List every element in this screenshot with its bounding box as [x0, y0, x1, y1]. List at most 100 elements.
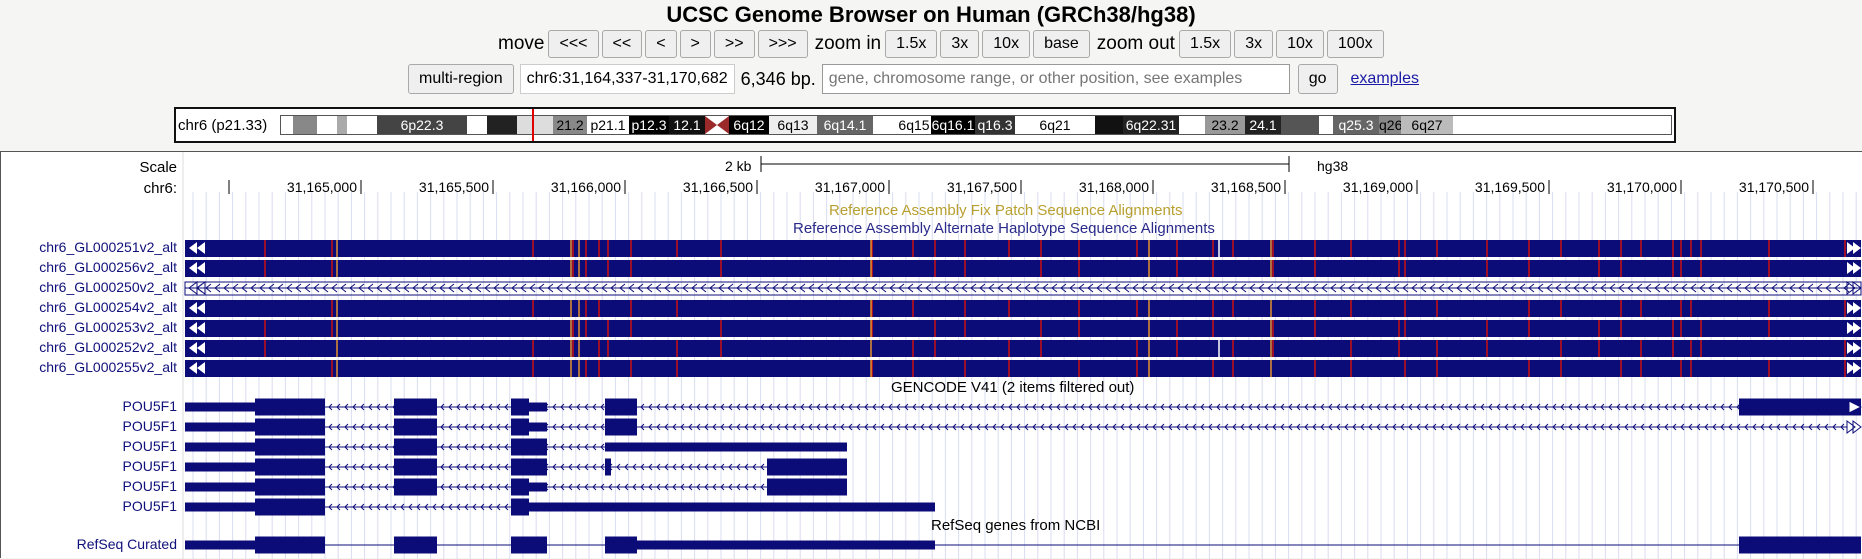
chromosome-ideogram[interactable]: chr6 (p21.33) 6p22.3 21.2 p21.1 p12.3 12.1 6q… — [174, 107, 1676, 143]
strand-arrow — [664, 423, 669, 431]
zoom-in-1-5x-button[interactable]: 1.5x — [885, 30, 938, 58]
move-step-right-button[interactable]: > — [679, 30, 711, 58]
chromosome-band[interactable] — [1179, 116, 1205, 134]
strand-arrow — [1592, 423, 1597, 431]
strand-arrow — [376, 283, 383, 293]
ruler-tick-label: 31,170,500 — [1738, 179, 1809, 195]
gencode-transcript-label[interactable]: POU5F1 — [122, 458, 177, 474]
chromosome-band[interactable]: 6p22.3 — [377, 116, 467, 134]
chromosome-band[interactable]: q16.3 — [975, 116, 1015, 134]
strand-arrow — [1368, 423, 1373, 431]
strand-arrow — [1504, 423, 1509, 431]
chromosome-band[interactable]: 6q22.31 — [1123, 116, 1179, 134]
chromosome-band[interactable]: 6q27 — [1401, 116, 1453, 134]
move-far-left-button[interactable]: <<< — [548, 30, 599, 58]
zoom-out-3x-button[interactable]: 3x — [1234, 30, 1274, 58]
gencode-transcript-label[interactable]: POU5F1 — [122, 498, 177, 514]
alt-track-label[interactable]: chr6_GL000256v2_alt — [39, 259, 177, 275]
strand-arrow — [896, 423, 901, 431]
strand-arrow — [472, 503, 477, 511]
chromosome-band[interactable] — [1319, 116, 1333, 134]
alt-track-label[interactable]: chr6_GL000251v2_alt — [39, 239, 177, 255]
chromosome-band[interactable] — [517, 116, 553, 134]
zoom-in-3x-button[interactable]: 3x — [940, 30, 980, 58]
chromosome-band[interactable] — [487, 116, 517, 134]
strand-arrow — [1240, 283, 1247, 293]
chromosome-band[interactable]: 24.1 — [1245, 116, 1281, 134]
strand-arrow — [1708, 283, 1715, 293]
track-panel[interactable]: Scale chr6: 2 kb hg38 31,165,000 31,165,5… — [0, 151, 1862, 559]
examples-link[interactable]: examples — [1350, 70, 1420, 87]
chromosome-band[interactable] — [317, 116, 337, 134]
strand-arrow — [259, 283, 266, 293]
strand-arrow — [1699, 283, 1706, 293]
chromosome-band[interactable] — [1281, 116, 1319, 134]
chromosome-band[interactable]: 6q13 — [769, 116, 817, 134]
zoom-in-base-button[interactable]: base — [1033, 30, 1090, 58]
move-left-button[interactable]: << — [601, 30, 643, 58]
strand-arrow — [1204, 283, 1211, 293]
strand-arrow — [1752, 423, 1757, 431]
strand-arrow — [1496, 403, 1501, 411]
gencode-transcript-label[interactable]: POU5F1 — [122, 418, 177, 434]
chromosome-band[interactable] — [337, 116, 347, 134]
strand-arrow — [1192, 403, 1197, 411]
strand-arrow — [568, 403, 573, 411]
chromosome-band[interactable]: 6q12 — [729, 116, 769, 134]
chromosome-band[interactable]: 21.2 — [553, 116, 587, 134]
alt-track-label[interactable]: chr6_GL000252v2_alt — [39, 339, 177, 355]
chromosome-band[interactable]: q26 — [1379, 116, 1401, 134]
gencode-transcript-label[interactable]: POU5F1 — [122, 398, 177, 414]
chromosome-band[interactable]: 6q16.1 — [931, 116, 975, 134]
strand-arrow — [360, 443, 365, 451]
zoom-in-10x-button[interactable]: 10x — [982, 30, 1031, 58]
strand-arrow — [472, 483, 477, 491]
go-button[interactable]: go — [1297, 64, 1338, 94]
strand-arrow — [943, 283, 950, 293]
strand-arrow — [1592, 403, 1597, 411]
search-input[interactable] — [821, 64, 1290, 94]
chromosome-band[interactable]: 6q14.1 — [817, 116, 873, 134]
strand-arrow — [792, 423, 797, 431]
chromosome-band[interactable] — [1095, 116, 1123, 134]
strand-arrow — [1480, 423, 1485, 431]
strand-arrow — [688, 483, 693, 491]
alt-track-label[interactable]: chr6_GL000250v2_alt — [39, 279, 177, 295]
gencode-transcript-label[interactable]: POU5F1 — [122, 438, 177, 454]
move-step-left-button[interactable]: < — [645, 30, 677, 58]
alt-track-label[interactable]: chr6_GL000254v2_alt — [39, 299, 177, 315]
ruler-tick-label: 31,165,500 — [418, 179, 489, 195]
chromosome-band[interactable]: 6q21 — [1015, 116, 1095, 134]
zoom-out-10x-button[interactable]: 10x — [1276, 30, 1324, 58]
zoom-out-100x-button[interactable]: 100x — [1326, 30, 1384, 58]
chromosome-band[interactable]: 12.1 — [669, 116, 705, 134]
ruler-tick-label: 31,166,000 — [550, 179, 621, 195]
chromosome-band[interactable]: p12.3 — [629, 116, 669, 134]
strand-arrow — [1645, 283, 1652, 293]
move-right-button[interactable]: >> — [713, 30, 755, 58]
zoom-out-1-5x-button[interactable]: 1.5x — [1178, 30, 1232, 58]
strand-arrow — [1224, 423, 1229, 431]
track-image[interactable] — [1, 152, 1862, 559]
move-far-right-button[interactable]: >>> — [757, 30, 808, 58]
ideogram-bands[interactable]: 6p22.3 21.2 p21.1 p12.3 12.1 6q12 6q13 6q14.1 6q… — [280, 115, 1672, 135]
chromosome-band[interactable]: q25.3 — [1333, 116, 1379, 134]
right-arrow-icon — [1847, 342, 1861, 354]
alt-track-label[interactable]: chr6_GL000253v2_alt — [39, 319, 177, 335]
strand-arrow — [862, 283, 869, 293]
chromosome-band[interactable] — [467, 116, 487, 134]
strand-arrow — [1840, 423, 1845, 431]
chromosome-band[interactable]: 6q15 — [897, 116, 931, 134]
strand-arrow — [848, 423, 853, 431]
refseq-track-label[interactable]: RefSeq Curated — [76, 536, 177, 552]
chromosome-band[interactable]: 23.2 — [1205, 116, 1245, 134]
alt-track-label[interactable]: chr6_GL000255v2_alt — [39, 359, 177, 375]
chromosome-band[interactable] — [281, 116, 293, 134]
chromosome-band[interactable] — [347, 116, 377, 134]
multi-region-button[interactable]: multi-region — [408, 64, 514, 94]
strand-arrow — [1152, 403, 1157, 411]
chromosome-band[interactable] — [293, 116, 317, 134]
chromosome-band[interactable] — [873, 116, 897, 134]
gencode-transcript-label[interactable]: POU5F1 — [122, 478, 177, 494]
chromosome-band[interactable]: p21.1 — [587, 116, 629, 134]
